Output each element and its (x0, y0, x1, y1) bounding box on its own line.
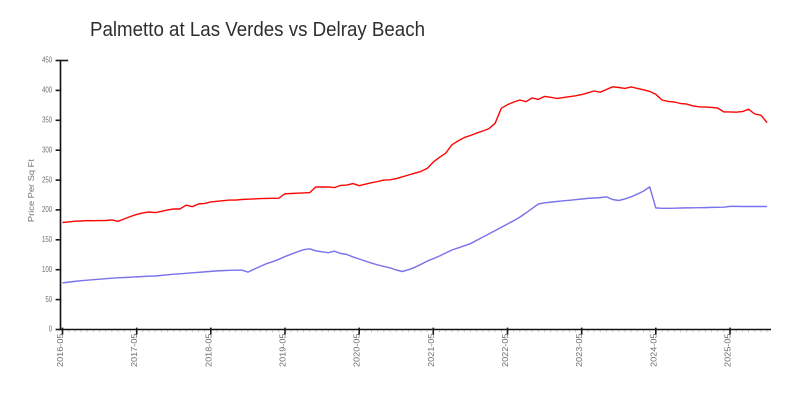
svg-text:250: 250 (42, 174, 52, 184)
svg-text:Palmetto at Las Verdes vs Delr: Palmetto at Las Verdes vs Delray Beach (90, 18, 425, 41)
svg-text:Price Per Sq Ft: Price Per Sq Ft (26, 158, 36, 222)
svg-text:2017-05: 2017-05 (129, 333, 139, 367)
svg-text:350: 350 (42, 115, 52, 125)
svg-text:0: 0 (49, 324, 53, 334)
svg-text:200: 200 (42, 204, 52, 214)
svg-text:100: 100 (42, 264, 52, 274)
svg-text:2025-05: 2025-05 (723, 333, 733, 367)
svg-text:300: 300 (42, 144, 52, 154)
svg-text:2023-05: 2023-05 (574, 333, 584, 367)
svg-text:2016-05: 2016-05 (55, 333, 65, 367)
svg-text:2021-05: 2021-05 (426, 333, 436, 367)
svg-text:2019-05: 2019-05 (278, 333, 288, 367)
svg-text:2020-05: 2020-05 (352, 333, 362, 367)
svg-text:2024-05: 2024-05 (648, 333, 658, 367)
svg-text:450: 450 (42, 55, 52, 65)
svg-text:2018-05: 2018-05 (203, 333, 213, 367)
svg-text:150: 150 (42, 234, 52, 244)
svg-text:50: 50 (45, 294, 52, 304)
svg-text:400: 400 (42, 85, 52, 95)
svg-text:2022-05: 2022-05 (500, 333, 510, 367)
